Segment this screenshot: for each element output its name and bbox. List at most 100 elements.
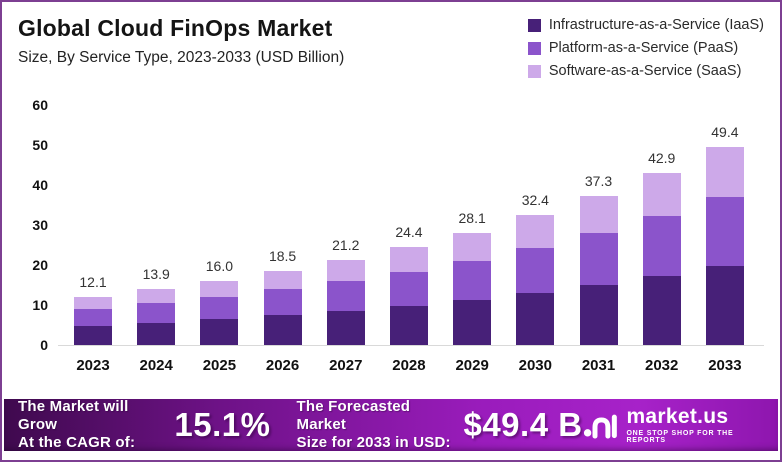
x-label-2028: 2028 (392, 357, 426, 374)
bar-segment (263, 271, 302, 290)
bar-segment (137, 322, 176, 345)
bar-total-label-2030: 32.4 (521, 192, 549, 209)
bar-segment (705, 196, 744, 266)
y-tick-30: 30 (32, 217, 48, 233)
bar-2027: 21.2 (326, 237, 365, 345)
y-tick-20: 20 (32, 257, 48, 273)
bar-total-label-2032: 42.9 (648, 150, 676, 167)
bar-segment (642, 173, 681, 217)
bar-2028: 24.4 (389, 224, 428, 345)
x-label-2023: 2023 (76, 357, 110, 374)
legend-swatch (527, 41, 541, 55)
x-axis-labels: 2023 2024 2025 2026 2027 2028 2029 2030 2031 2032… (58, 346, 764, 374)
bar-total-label-2031: 37.3 (584, 172, 613, 189)
page-title: Global Cloud FinOps Market (18, 15, 333, 41)
x-label-2024: 2024 (139, 357, 173, 374)
legend-item-3: Software-as-a-Service (SaaS) (527, 63, 764, 79)
bar-total-label-2023: 12.1 (79, 273, 107, 290)
x-label-2033: 2033 (708, 357, 742, 374)
legend-label: Infrastructure-as-a-Service (IaaS) (548, 17, 764, 33)
brand-text-block: market.us ONE STOP SHOP FOR THE REPORTS (626, 406, 764, 444)
bar-segment (453, 232, 492, 262)
bar-total-label-2033: 49.4 (711, 124, 739, 141)
forecast-label-line2: Size for 2033 in USD: (296, 434, 451, 452)
bar-2026: 18.5 (263, 248, 302, 345)
bar-segment (516, 247, 555, 293)
bar-segment (200, 281, 239, 298)
bar-segment (74, 325, 112, 345)
bar-segment (74, 296, 112, 310)
x-label-2031: 2031 (581, 357, 616, 374)
bar-2032: 42.9 (642, 150, 681, 345)
x-label-2032: 2032 (645, 357, 679, 374)
bar-total-label-2027: 21.2 (332, 237, 360, 254)
brand-tagline: ONE STOP SHOP FOR THE REPORTS (626, 430, 734, 444)
header: Global Cloud FinOps Market Size, By Serv… (2, 2, 780, 79)
bar-segment (74, 309, 112, 326)
forecast-label-line1: The Forecasted Market (296, 397, 411, 433)
bar-segment (516, 215, 555, 248)
bar-segment (263, 289, 302, 316)
cagr-label: The Market will Grow At the CAGR of: (18, 398, 160, 453)
bar-segment (453, 261, 492, 301)
bar-segment (389, 247, 428, 272)
bar-segment (389, 271, 428, 306)
bar-total-label-2028: 24.4 (395, 224, 423, 241)
bar-segment (389, 305, 428, 345)
bar-2033: 49.4 (705, 124, 744, 345)
bar-segment (326, 281, 365, 311)
bar-total-label-2024: 13.9 (142, 266, 170, 283)
bar-segment (326, 311, 365, 345)
bar-segment (705, 265, 744, 345)
bar-2029: 28.1 (453, 210, 492, 345)
plot-area: 12.1 13.9 16.0 18.5 21.2 24.4 28.1 32.4 37.3 42.9… (58, 105, 764, 346)
cagr-value: 15.1% (174, 406, 271, 443)
bar-segment (326, 260, 365, 282)
legend-label: Software-as-a-Service (SaaS) (548, 63, 742, 79)
x-label-2025: 2025 (202, 357, 237, 374)
bar-segment (200, 319, 239, 345)
bar-segment (263, 315, 302, 345)
y-tick-50: 50 (32, 137, 48, 153)
marketus-logo-icon (583, 414, 617, 439)
forecast-value: $49.4 B (463, 406, 583, 443)
footer-banner: The Market will Grow At the CAGR of: 15.… (4, 397, 778, 453)
bar-segment (579, 195, 618, 234)
legend-item-2: Platform-as-a-Service (PaaS) (527, 40, 764, 56)
bar-2025: 16.0 (200, 258, 239, 345)
y-axis: 0 10 20 30 40 50 60 (14, 97, 58, 353)
bar-segment (137, 289, 176, 304)
y-tick-0: 0 (40, 337, 48, 353)
title-block: Global Cloud FinOps Market Size, By Serv… (18, 15, 344, 79)
legend-swatch (527, 18, 541, 32)
bar-total-label-2025: 16.0 (205, 258, 233, 274)
bar-segment (453, 300, 492, 345)
bar-total-label-2026: 18.5 (268, 248, 297, 264)
cagr-label-line1: The Market will Grow (18, 397, 129, 433)
legend-swatch (527, 64, 541, 78)
bar-segment (200, 297, 239, 320)
x-label-2030: 2030 (518, 357, 552, 374)
page-subtitle: Size, By Service Type, 2023-2033 (USD Bi… (18, 49, 345, 66)
bar-segment (705, 147, 744, 197)
x-label-2027: 2027 (329, 357, 363, 374)
y-tick-10: 10 (32, 297, 48, 313)
bar-segment (642, 216, 681, 277)
bar-2024: 13.9 (137, 266, 176, 345)
x-label-2029: 2029 (455, 357, 489, 374)
brand-name: market.us (626, 405, 729, 428)
legend-item-1: Infrastructure-as-a-Service (IaaS) (527, 17, 764, 33)
chart-legend: Infrastructure-as-a-Service (IaaS) Platfo… (527, 15, 764, 79)
bar-2023: 12.1 (74, 274, 112, 345)
bar-segment (137, 303, 176, 323)
y-tick-40: 40 (32, 177, 48, 193)
bar-2030: 32.4 (516, 192, 555, 345)
cagr-label-line2: At the CAGR of: (18, 434, 136, 452)
bar-segment (579, 285, 618, 345)
plot-wrap: 12.1 13.9 16.0 18.5 21.2 24.4 28.1 32.4 37.3 42.9… (58, 105, 764, 374)
bar-segment (642, 276, 681, 345)
x-label-2026: 2026 (265, 357, 300, 374)
bar-segment (579, 233, 618, 286)
bar-segment (516, 293, 555, 345)
